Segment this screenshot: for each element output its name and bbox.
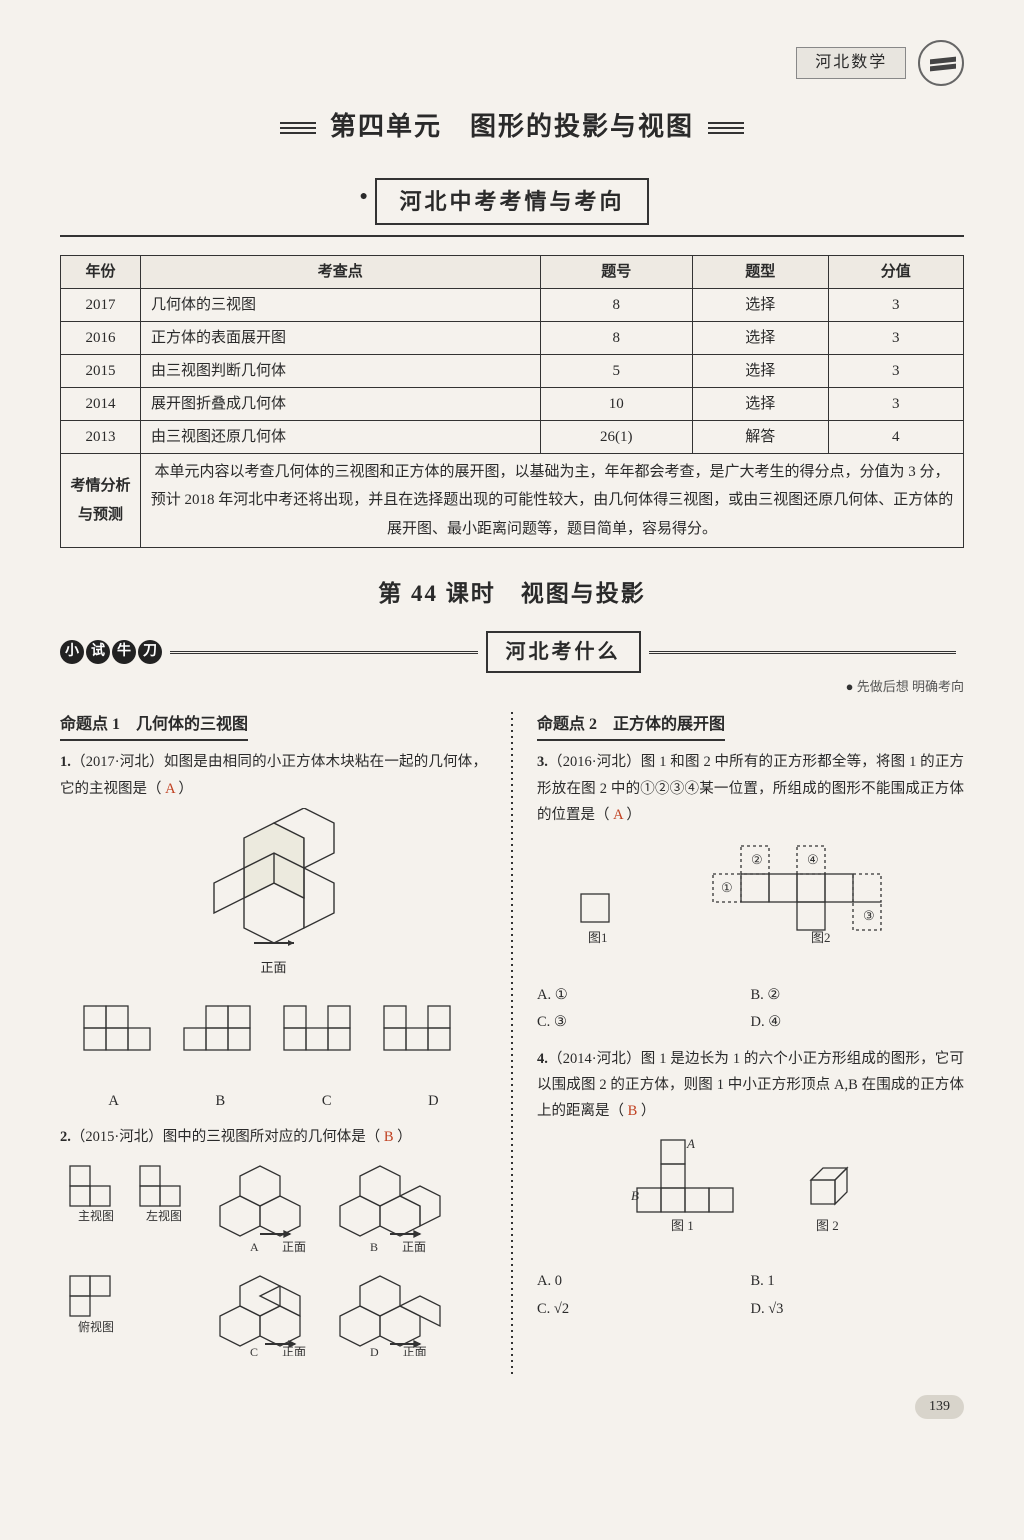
left-column: 命题点 1 几何体的三视图 1.（2017·河北）如图是由相同的小正方体木块粘在… <box>60 712 487 1374</box>
banner-what: 河北考什么 <box>486 631 641 673</box>
q1-face-label: 正面 <box>60 958 487 979</box>
q1-opt-d: D <box>428 1090 438 1113</box>
q2-views-and-options: 主视图 左视图 俯视图 A 正面 B 正面 C 正面 D 正面 <box>60 1156 487 1364</box>
q4-opt-c: C. √2 <box>537 1296 751 1323</box>
svg-text:A 正面: A 正面 <box>250 1240 306 1254</box>
analysis-text: 本单元内容以考查几何体的三视图和正方体的展开图，以基础为主，年年都会考查，是广大… <box>141 453 964 548</box>
lesson-title: 第 44 课时 视图与投影 <box>60 576 964 613</box>
answer-2: B <box>384 1129 394 1145</box>
q3-opt-b: B. ② <box>751 982 965 1009</box>
svg-text:②: ② <box>751 852 763 867</box>
svg-text:图2: 图2 <box>811 930 831 945</box>
rule-line <box>60 235 964 237</box>
q1-opt-c: C <box>322 1090 332 1113</box>
question-2: 2.（2015·河北）图中的三视图所对应的几何体是（ B ） <box>60 1124 487 1150</box>
q3-opt-a: A. ① <box>537 982 751 1009</box>
q1-options-figures: A B C D <box>60 988 487 1113</box>
col-point: 考查点 <box>141 255 541 288</box>
col-year: 年份 <box>61 255 141 288</box>
topic-2: 命题点 2 正方体的展开图 <box>537 712 725 742</box>
label-top-view: 俯视图 <box>78 1319 114 1334</box>
q4-options: A. 0 B. 1 C. √2 D. √3 <box>537 1268 964 1322</box>
q3-options: A. ① B. ② C. ③ D. ④ <box>537 982 964 1036</box>
q3-opt-d: D. ④ <box>751 1009 965 1036</box>
label-left-view: 左视图 <box>146 1208 182 1223</box>
table-row: 2017几何体的三视图8选择3 <box>61 288 964 321</box>
svg-text:图 2: 图 2 <box>816 1218 839 1233</box>
question-1: 1.（2017·河北）如图是由相同的小正方体木块粘在一起的几何体，它的主视图是（… <box>60 749 487 801</box>
q1-opt-a: A <box>108 1090 118 1113</box>
q4-opt-b: B. 1 <box>751 1268 965 1295</box>
page-header: 河北数学 <box>60 40 964 86</box>
question-4: 4.（2014·河北）图 1 是边长为 1 的六个小正方形组成的图形，它可以围成… <box>537 1046 964 1124</box>
svg-text:C 正面: C 正面 <box>250 1345 306 1356</box>
svg-text:B 正面: B 正面 <box>370 1240 426 1254</box>
q3-opt-c: C. ③ <box>537 1009 751 1036</box>
books-icon <box>918 40 964 86</box>
table-row: 2014展开图折叠成几何体10选择3 <box>61 387 964 420</box>
analysis-label: 考情分析与预测 <box>61 453 141 548</box>
analysis-row: 考情分析与预测 本单元内容以考查几何体的三视图和正方体的展开图，以基础为主，年年… <box>61 453 964 548</box>
label-main-view: 主视图 <box>78 1208 114 1223</box>
table-header-row: 年份 考查点 题号 题型 分值 <box>61 255 964 288</box>
page-number: 139 <box>60 1394 964 1419</box>
table-row: 2013由三视图还原几何体26(1)解答4 <box>61 420 964 453</box>
exam-table: 年份 考查点 题号 题型 分值 2017几何体的三视图8选择32016正方体的表… <box>60 255 964 549</box>
table-row: 2015由三视图判断几何体5选择3 <box>61 354 964 387</box>
q4-figure: A B 图 1 图 2 <box>537 1130 964 1258</box>
col-type: 题型 <box>693 255 828 288</box>
column-divider <box>511 712 513 1374</box>
pill-label: 小 试 牛 刀 <box>60 640 162 664</box>
q4-opt-a: A. 0 <box>537 1268 751 1295</box>
svg-text:B: B <box>631 1188 639 1203</box>
content-columns: 命题点 1 几何体的三视图 1.（2017·河北）如图是由相同的小正方体木块粘在… <box>60 712 964 1374</box>
col-score: 分值 <box>828 255 963 288</box>
answer-4: B <box>628 1103 638 1119</box>
subject-label: 河北数学 <box>796 47 906 79</box>
svg-text:④: ④ <box>807 852 819 867</box>
table-row: 2016正方体的表面展开图8选择3 <box>61 321 964 354</box>
topic-1: 命题点 1 几何体的三视图 <box>60 712 248 742</box>
banner-exam-trend: 河北中考考情与考向 <box>60 178 964 225</box>
svg-text:图 1: 图 1 <box>671 1218 694 1233</box>
question-3: 3.（2016·河北）图 1 和图 2 中所有的正方形都全等，将图 1 的正方形… <box>537 749 964 827</box>
sub-note: 先做后想 明确考向 <box>60 677 964 698</box>
q1-solid-figure: 正面 <box>60 808 487 979</box>
q4-opt-d: D. √3 <box>751 1296 965 1323</box>
svg-text:D 正面: D 正面 <box>370 1345 427 1356</box>
answer-1: A <box>165 781 175 797</box>
q3-figure: 图1 图2 ② ④ ① ③ <box>537 834 964 972</box>
sub-banner: 小 试 牛 刀 河北考什么 <box>60 631 964 673</box>
col-qnum: 题号 <box>540 255 692 288</box>
answer-3: A <box>613 807 623 823</box>
svg-text:③: ③ <box>863 908 875 923</box>
right-column: 命题点 2 正方体的展开图 3.（2016·河北）图 1 和图 2 中所有的正方… <box>537 712 964 1374</box>
svg-text:图1: 图1 <box>588 930 608 945</box>
unit-title: 第四单元 图形的投影与视图 <box>60 106 964 148</box>
svg-text:①: ① <box>721 880 733 895</box>
q1-opt-b: B <box>215 1090 225 1113</box>
svg-text:A: A <box>686 1136 695 1151</box>
